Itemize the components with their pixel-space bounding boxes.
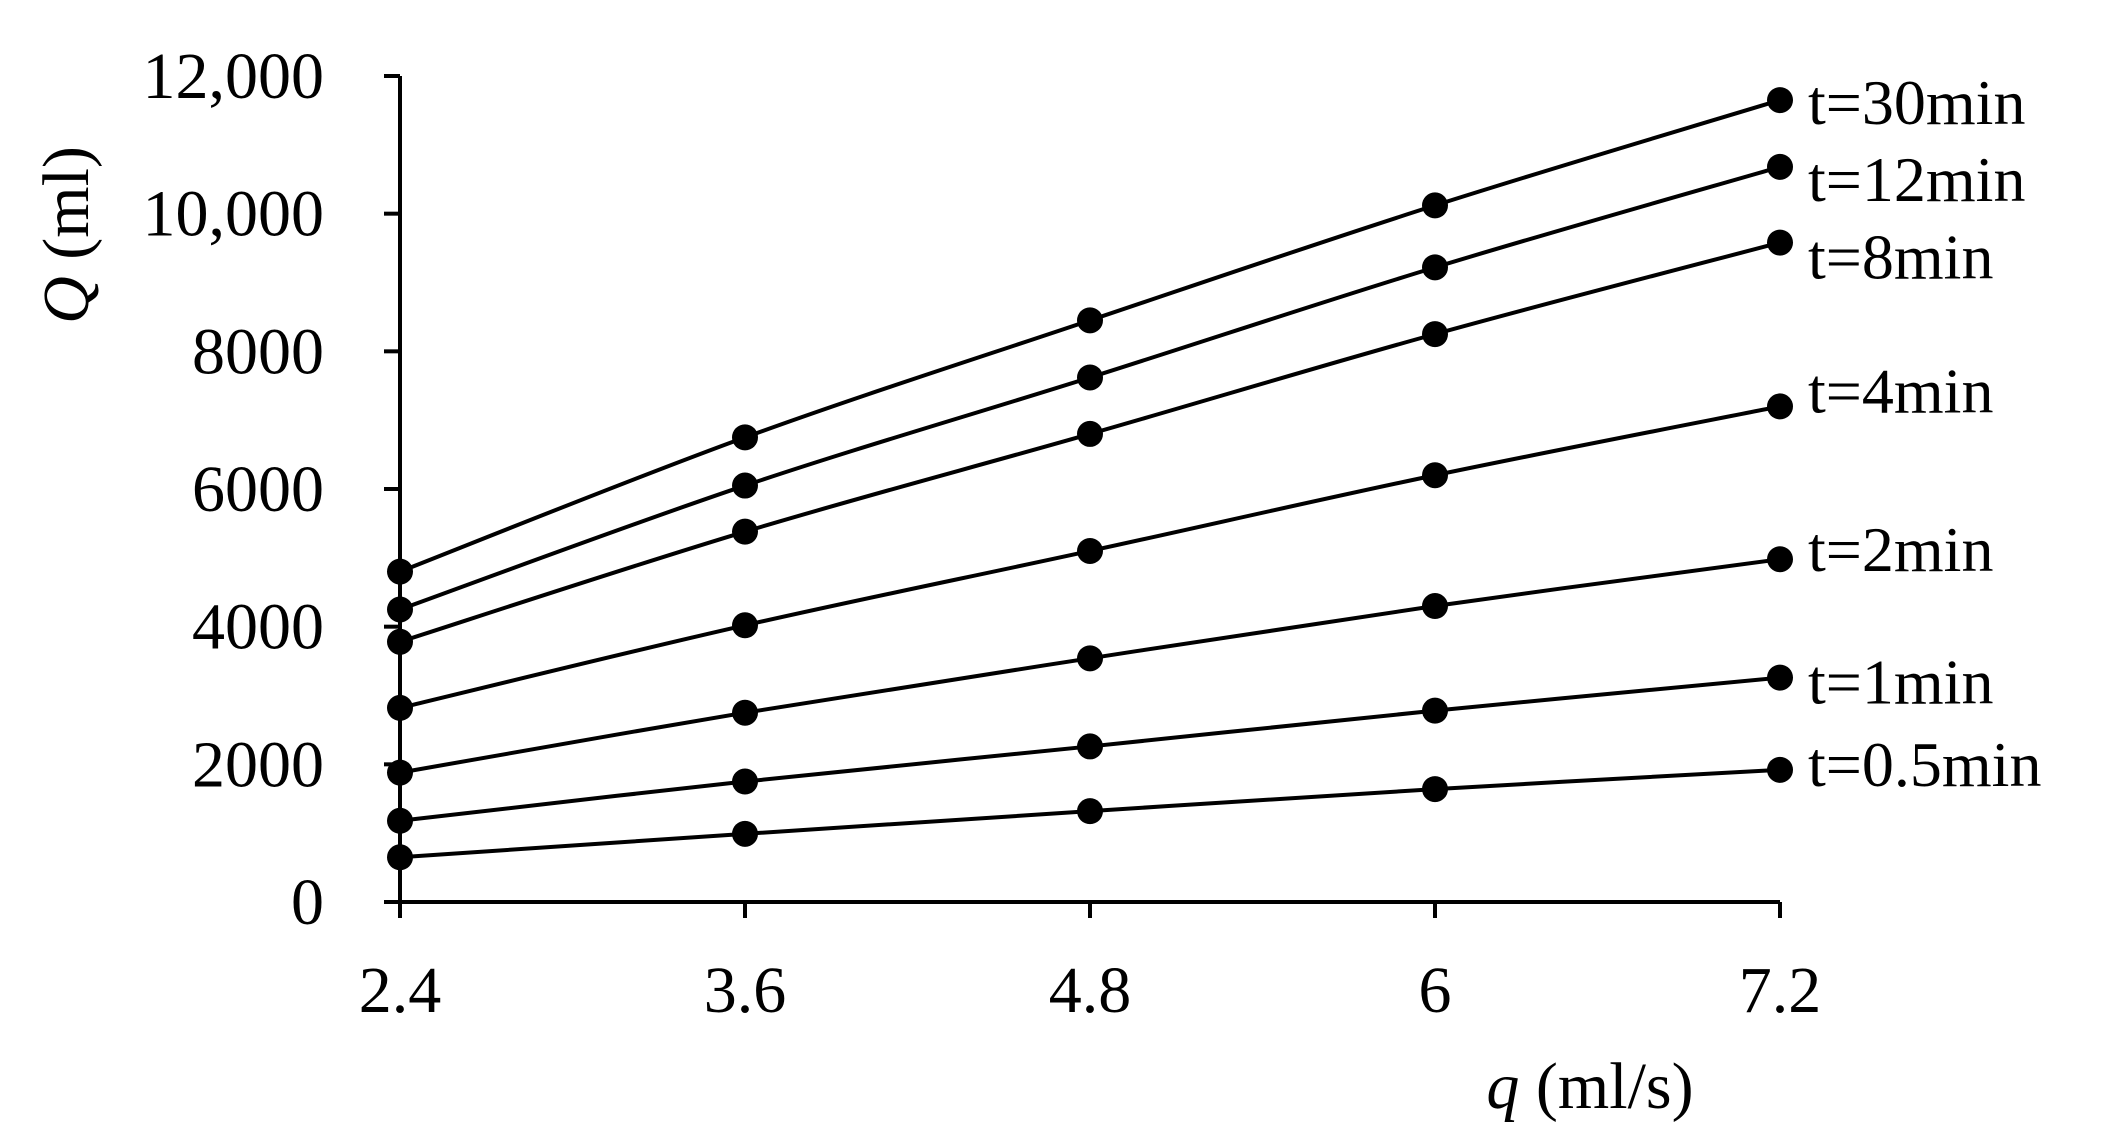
x-axis-unit: (ml/s) (1519, 1050, 1693, 1123)
y-tick-label: 12,000 (143, 40, 325, 113)
y-tick-label: 6000 (192, 453, 324, 526)
series-t-4min (387, 393, 1793, 721)
data-point (1077, 645, 1103, 672)
x-tick-label: 2.4 (359, 954, 442, 1027)
series-label: t=4min (1808, 355, 1993, 426)
series-label: t=8min (1808, 222, 1993, 293)
series-label: t=12min (1808, 144, 2025, 215)
data-point (1767, 664, 1793, 691)
data-point (732, 820, 758, 847)
data-point (1422, 776, 1448, 803)
series-line (399, 98, 1781, 574)
data-point (1422, 462, 1448, 489)
data-point (1767, 153, 1793, 180)
data-point (387, 694, 413, 721)
data-point (1767, 87, 1793, 114)
data-point (1077, 733, 1103, 760)
y-tick-label: 10,000 (143, 178, 325, 251)
data-point (387, 558, 413, 585)
data-point (387, 628, 413, 655)
data-point (1767, 229, 1793, 256)
series-t-2min (387, 546, 1793, 786)
y-tick-label: 4000 (192, 591, 324, 664)
data-point (1767, 393, 1793, 420)
y-tick-label: 0 (291, 866, 324, 939)
series-label: t=0.5min (1808, 729, 2041, 800)
data-point (1077, 798, 1103, 825)
data-point (387, 596, 413, 623)
series-label: t=2min (1808, 514, 1993, 585)
series-group (387, 87, 1793, 871)
x-tick-label: 4.8 (1049, 954, 1132, 1027)
series-label: t=1min (1808, 647, 1993, 718)
data-point (1422, 697, 1448, 724)
data-point (1422, 254, 1448, 281)
data-point (732, 472, 758, 499)
y-axis-ticks: 0 2000 4000 6000 8000 10,000 12,000 (143, 40, 400, 939)
data-point (1767, 756, 1793, 783)
data-point (1422, 192, 1448, 219)
data-point (1077, 537, 1103, 564)
series-t-0-5min (387, 756, 1793, 871)
data-point (732, 518, 758, 545)
data-point (732, 424, 758, 451)
data-point (1077, 420, 1103, 447)
y-axis-variable: Q (30, 276, 103, 324)
data-point (387, 807, 413, 834)
x-axis-variable: q (1486, 1050, 1519, 1123)
series-t-12min (387, 153, 1793, 623)
x-axis-label: q (ml/s) (1486, 1050, 1693, 1123)
x-tick-label: 7.2 (1739, 954, 1822, 1027)
y-tick-label: 2000 (192, 728, 324, 801)
y-axis-label: Q (ml) (30, 146, 103, 324)
y-tick-label: 8000 (192, 315, 324, 388)
data-point (387, 759, 413, 786)
data-point (1422, 321, 1448, 348)
series-t-8min (387, 229, 1793, 655)
x-tick-label: 3.6 (704, 954, 787, 1027)
series-label: t=30min (1808, 67, 2025, 138)
y-axis-unit: (ml) (30, 146, 103, 276)
series-t-1min (387, 664, 1793, 834)
data-point (732, 699, 758, 726)
x-axis-ticks: 2.4 3.6 4.8 6 7.2 (359, 902, 1822, 1027)
data-point (1422, 593, 1448, 620)
data-point (1767, 546, 1793, 573)
data-point (1077, 307, 1103, 334)
data-point (387, 844, 413, 871)
data-point (732, 612, 758, 639)
series-t-30min (387, 87, 1793, 585)
x-tick-label: 6 (1419, 954, 1452, 1027)
data-point (1077, 364, 1103, 391)
data-point (732, 768, 758, 795)
